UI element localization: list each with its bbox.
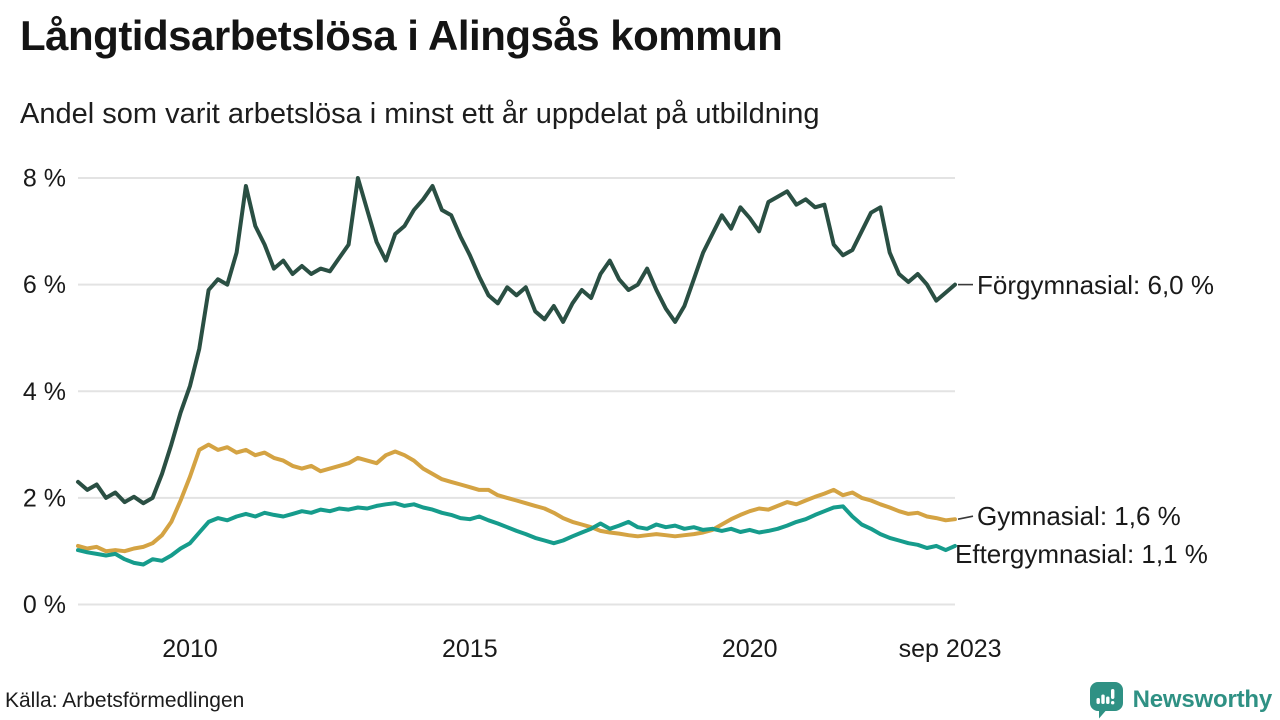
series-line-forgymnasial	[76, 176, 957, 506]
series-label-gymnasial: Gymnasial: 1,6 %	[977, 501, 1181, 532]
x-tick-label: 2015	[442, 635, 498, 663]
series-label-forgymnasial: Förgymnasial: 6,0 %	[977, 269, 1214, 300]
page-subtitle: Andel som varit arbetslösa i minst ett å…	[20, 98, 820, 130]
source-note: Källa: Arbetsförmedlingen	[5, 689, 245, 712]
y-tick-label: 0 %	[23, 591, 66, 619]
series-label-eftergymnasial: Eftergymnasial: 1,1 %	[955, 538, 1208, 569]
x-tick-label: sep 2023	[899, 635, 1002, 663]
y-tick-label: 6 %	[23, 271, 66, 299]
newsworthy-brand-text: Newsworthy	[1132, 686, 1273, 713]
series-line-eftergymnasial	[76, 501, 957, 567]
newsworthy-brand: Newsworthy	[1088, 681, 1272, 719]
unemployment-line-chart: 0 % 2 % 4 % 6 % 8 % 2010 2015 2020 sep 2023	[23, 165, 1002, 664]
x-tick-label: 2010	[162, 635, 218, 663]
series-line-gymnasial	[76, 442, 957, 554]
newsworthy-logo-icon	[1089, 682, 1123, 719]
y-tick-label: 4 %	[23, 378, 66, 406]
y-tick-label: 2 %	[23, 484, 66, 512]
annotation-connector	[957, 515, 974, 520]
y-tick-label: 8 %	[23, 165, 66, 193]
page-title: Långtidsarbetslösa i Alingsås kommun	[20, 12, 783, 59]
x-tick-label: 2020	[722, 635, 778, 663]
